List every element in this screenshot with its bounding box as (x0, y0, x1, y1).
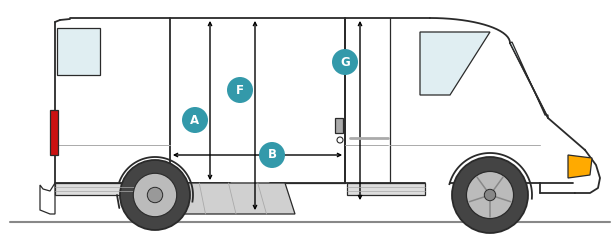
Polygon shape (420, 32, 490, 95)
Circle shape (227, 77, 253, 103)
Circle shape (182, 107, 208, 133)
Circle shape (484, 189, 496, 201)
Polygon shape (568, 155, 592, 178)
Circle shape (466, 171, 514, 219)
Text: F: F (236, 83, 244, 96)
Circle shape (452, 157, 528, 233)
Polygon shape (55, 183, 168, 195)
Circle shape (332, 49, 358, 75)
Polygon shape (170, 183, 295, 214)
Polygon shape (50, 110, 58, 155)
Circle shape (147, 187, 163, 203)
Polygon shape (40, 183, 55, 214)
Polygon shape (347, 183, 425, 195)
Circle shape (133, 173, 177, 217)
Circle shape (120, 160, 190, 230)
Circle shape (259, 142, 285, 168)
Text: B: B (267, 148, 277, 161)
Polygon shape (57, 28, 100, 75)
Polygon shape (510, 42, 548, 118)
Polygon shape (335, 118, 343, 133)
Circle shape (337, 137, 343, 143)
Text: A: A (190, 114, 200, 127)
Text: G: G (340, 55, 350, 68)
